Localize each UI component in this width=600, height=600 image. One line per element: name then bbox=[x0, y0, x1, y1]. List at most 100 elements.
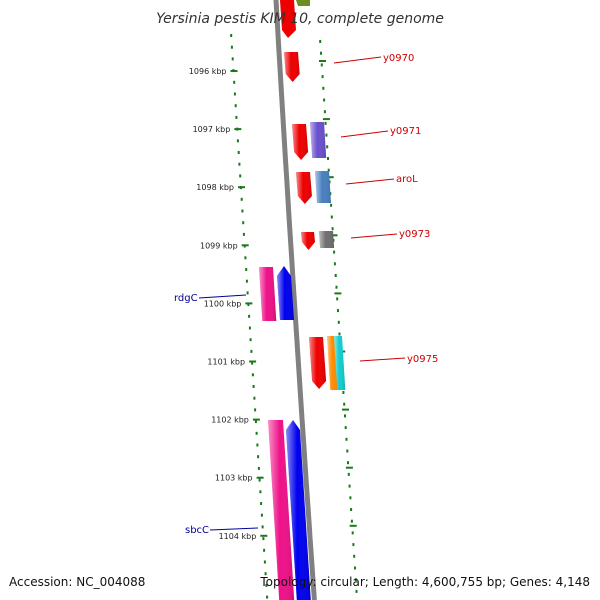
minor-tick bbox=[254, 420, 257, 424]
minor-tick bbox=[242, 232, 245, 236]
minor-tick bbox=[349, 496, 352, 500]
minor-tick bbox=[333, 262, 336, 266]
minor-tick bbox=[333, 250, 336, 254]
gene-leader-line bbox=[198, 294, 247, 299]
minor-tick bbox=[260, 513, 263, 517]
major-tick-left bbox=[238, 186, 245, 189]
major-tick-left bbox=[252, 418, 260, 421]
minor-tick bbox=[251, 373, 254, 377]
major-tick-left bbox=[260, 534, 268, 537]
minor-tick bbox=[237, 151, 240, 154]
minor-tick bbox=[233, 92, 236, 96]
gene-block bbox=[277, 266, 294, 320]
minor-tick bbox=[262, 537, 265, 541]
gene-label-arol[interactable]: aroL bbox=[396, 174, 418, 185]
major-tick-right bbox=[334, 292, 342, 295]
minor-tick bbox=[337, 309, 339, 313]
minor-tick bbox=[347, 472, 350, 476]
gene-label-rdgc[interactable]: rdgC bbox=[174, 293, 198, 304]
major-tick-right bbox=[330, 234, 338, 237]
minor-tick bbox=[320, 51, 322, 55]
tick-label: 1097 kbp bbox=[193, 125, 231, 134]
gene-leader-line bbox=[340, 130, 389, 138]
gene-label-y0973[interactable]: y0973 bbox=[399, 229, 430, 240]
minor-tick bbox=[235, 115, 238, 119]
gene-label-sbcc[interactable]: sbcC bbox=[185, 525, 209, 536]
tick-label: 1098 kbp bbox=[196, 183, 234, 192]
major-tick-right bbox=[326, 176, 334, 179]
major-tick-left bbox=[256, 476, 264, 479]
minor-tick bbox=[334, 274, 337, 277]
minor-tick bbox=[252, 385, 255, 388]
minor-tick bbox=[354, 578, 357, 582]
minor-tick bbox=[264, 572, 267, 576]
tick-label: 1102 kbp bbox=[211, 416, 249, 425]
gene-block bbox=[315, 171, 331, 203]
minor-tick bbox=[338, 332, 341, 336]
tick-label: 1101 kbp bbox=[207, 358, 245, 367]
tick-label: 1096 kbp bbox=[189, 67, 227, 76]
tick-labels: 1096 kbp 1097 kbp 1098 kbp 1099 kbp 1100 kbp… bbox=[189, 67, 257, 541]
minor-tick bbox=[240, 197, 243, 201]
topology-text: Topology: circular; Length: 4,600,755 bp… bbox=[259, 575, 590, 589]
minor-tick bbox=[344, 426, 347, 430]
minor-tick bbox=[241, 209, 244, 213]
minor-tick bbox=[248, 326, 251, 330]
minor-tick bbox=[330, 203, 333, 207]
minor-tick bbox=[245, 279, 248, 283]
tick-label: 1100 kbp bbox=[204, 299, 242, 308]
minor-tick bbox=[230, 45, 233, 49]
minor-tick bbox=[236, 139, 239, 143]
gene-leader-line bbox=[350, 233, 398, 239]
minor-tick bbox=[231, 57, 234, 61]
minor-tick bbox=[343, 402, 346, 406]
minor-tick bbox=[323, 98, 326, 102]
minor-tick bbox=[250, 349, 253, 353]
left-tick-track bbox=[230, 34, 269, 599]
minor-tick bbox=[351, 531, 354, 535]
minor-tick bbox=[263, 560, 266, 564]
top-partial-features bbox=[280, 0, 310, 38]
gene-label-y0971[interactable]: y0971 bbox=[390, 126, 421, 137]
minor-tick bbox=[266, 595, 269, 599]
genome-backbone bbox=[273, 0, 317, 600]
minor-tick bbox=[327, 168, 330, 172]
minor-tick bbox=[248, 314, 251, 318]
right-tick-track bbox=[319, 40, 358, 593]
major-tick-right bbox=[322, 118, 330, 121]
gene-label-y0975[interactable]: y0975 bbox=[407, 354, 438, 365]
tick-label: 1103 kbp bbox=[215, 474, 253, 483]
minor-tick bbox=[245, 268, 248, 271]
tick-label: 1104 kbp bbox=[219, 532, 257, 541]
accession-text: Accession: NC_004088 bbox=[9, 575, 145, 589]
minor-tick bbox=[350, 519, 353, 523]
minor-tick bbox=[251, 361, 254, 365]
minor-tick bbox=[322, 86, 325, 90]
minor-tick bbox=[257, 455, 260, 459]
major-tick-right bbox=[345, 466, 353, 469]
minor-tick bbox=[253, 396, 256, 400]
minor-tick bbox=[345, 437, 348, 441]
minor-tick bbox=[246, 291, 249, 295]
minor-tick bbox=[324, 121, 327, 125]
minor-tick bbox=[230, 34, 233, 37]
gene-leader-line bbox=[333, 56, 382, 64]
minor-tick bbox=[355, 589, 358, 593]
minor-tick bbox=[347, 461, 349, 465]
minor-tick bbox=[352, 543, 355, 547]
minor-tick bbox=[260, 502, 263, 505]
major-tick-left bbox=[245, 302, 253, 305]
gene-leader-line bbox=[345, 178, 395, 185]
major-tick-right bbox=[349, 524, 357, 527]
major-tick-left bbox=[249, 360, 257, 363]
minor-tick bbox=[344, 414, 346, 418]
gene-label-y0970[interactable]: y0970 bbox=[383, 53, 414, 64]
minor-tick bbox=[321, 75, 324, 79]
minor-tick bbox=[331, 227, 334, 231]
gene-block bbox=[259, 267, 277, 321]
minor-tick bbox=[234, 104, 237, 108]
minor-tick bbox=[263, 548, 266, 552]
minor-tick bbox=[346, 449, 349, 453]
minor-tick bbox=[249, 338, 252, 342]
